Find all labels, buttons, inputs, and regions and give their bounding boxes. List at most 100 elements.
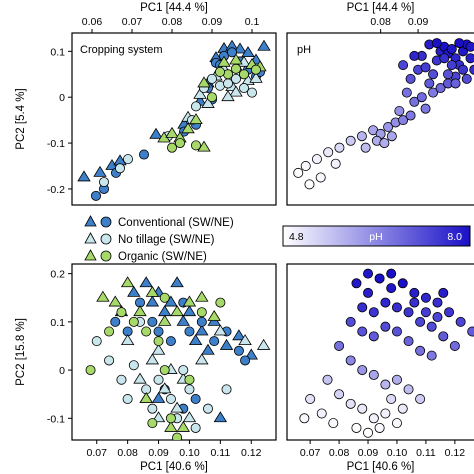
- ph-point: [356, 131, 367, 142]
- triangle-point: [145, 295, 160, 307]
- legend-circle-conventional: [100, 216, 112, 228]
- x-axis-label: PC1 [40.6 %]: [347, 461, 415, 473]
- x-tick-label: 0.06: [82, 16, 103, 28]
- circle-point: [166, 142, 177, 153]
- ph-point: [322, 374, 333, 385]
- circle-point: [128, 360, 139, 371]
- ph-point: [345, 135, 356, 146]
- ph-point: [420, 62, 431, 73]
- circle-point: [196, 316, 207, 327]
- panel-ph-bottom: 0.07 0.08 0.09 0.10 0.11 0.12 PC1 [40.6 %]: [286, 263, 474, 473]
- x-tick-label: 0.08: [162, 16, 183, 28]
- triangle-point: [158, 314, 172, 326]
- triangle-point: [164, 420, 178, 432]
- ph-point: [386, 268, 397, 279]
- colorbar-min-label: 4.8: [289, 231, 304, 243]
- triangle-point: [176, 420, 190, 432]
- ph-point: [409, 297, 420, 308]
- legend: Conventional (SW/NE) No tillage (SW/NE) …: [84, 215, 234, 263]
- panel-title: Cropping system: [80, 44, 163, 56]
- ph-point: [450, 78, 461, 89]
- ph-point: [431, 38, 442, 49]
- y-tick-label: 0.2: [50, 269, 65, 281]
- triangle-point: [201, 97, 215, 108]
- x-tick-label: 0.08: [117, 447, 138, 459]
- triangle-point: [201, 343, 215, 355]
- ph-point: [305, 394, 316, 405]
- ph-point: [391, 374, 402, 385]
- triangle-point: [189, 113, 203, 125]
- circle-point: [190, 422, 201, 433]
- ph-point: [405, 73, 416, 84]
- x-tick-label: 0.10: [387, 447, 408, 459]
- circle-point: [99, 177, 110, 188]
- ph-point: [428, 69, 439, 80]
- triangle-point: [238, 334, 252, 346]
- circle-point: [240, 355, 251, 366]
- triangle-point: [151, 391, 166, 403]
- ph-point: [432, 312, 443, 323]
- legend-entry: No tillage (SW/NE): [84, 232, 215, 246]
- triangle-point: [257, 39, 271, 51]
- circle-point: [153, 326, 164, 337]
- ph-point: [380, 321, 391, 332]
- ph-point: [374, 422, 385, 433]
- triangle-point: [127, 285, 141, 297]
- circle-point: [159, 365, 170, 376]
- ph-point: [394, 105, 405, 116]
- ph-colorbar: 4.8 pH 8.0: [282, 225, 471, 247]
- triangle-point: [219, 338, 234, 350]
- circle-point: [141, 326, 152, 337]
- x-axis-label: PC1 [44.4 %]: [140, 2, 208, 14]
- ph-point: [379, 138, 390, 149]
- ph-point: [323, 147, 334, 158]
- ph-point: [420, 292, 431, 303]
- ph-point: [357, 302, 368, 313]
- ph-point: [416, 92, 427, 103]
- ph-point: [368, 307, 379, 318]
- circle-point: [153, 374, 164, 385]
- colorbar-gradient: [282, 225, 471, 247]
- triangle-point: [195, 353, 209, 365]
- ph-point: [398, 115, 409, 126]
- triangle-point: [145, 353, 160, 365]
- ph-point: [454, 38, 465, 49]
- triangle-point: [139, 276, 153, 288]
- ph-point: [405, 110, 416, 121]
- data-points: [85, 276, 271, 440]
- legend-label-conventional: Conventional (SW/NE): [118, 217, 234, 229]
- ph-point: [467, 326, 474, 337]
- ph-point: [304, 179, 315, 190]
- ph-point: [424, 78, 435, 89]
- circle-point: [91, 336, 102, 347]
- triangle-point: [229, 85, 243, 97]
- ph-point: [443, 69, 454, 80]
- triangle-point: [120, 334, 135, 346]
- ph-point: [426, 321, 437, 332]
- circle-point: [123, 154, 134, 165]
- legend-label-organic: Organic (SW/NE): [118, 251, 207, 263]
- circle-point: [184, 374, 195, 385]
- triangle-point: [241, 46, 255, 58]
- ph-point: [391, 418, 402, 429]
- y-tick-label: -0.1: [47, 138, 65, 150]
- circle-point: [206, 92, 217, 103]
- circle-point: [202, 403, 213, 414]
- ph-point: [449, 340, 460, 351]
- x-axis-label: PC1 [44.4 %]: [347, 2, 415, 14]
- colorbar-title: pH: [369, 231, 382, 243]
- ph-point: [426, 350, 437, 361]
- plot-frame: [71, 263, 277, 441]
- ph-point: [420, 307, 431, 318]
- triangle-point: [133, 372, 147, 384]
- triangle-point: [197, 76, 211, 88]
- triangle-point: [145, 285, 160, 297]
- colorbar-max-label: 8.0: [447, 231, 462, 243]
- legend-entry: Organic (SW/NE): [84, 249, 207, 263]
- circle-point: [196, 307, 207, 318]
- data-points: [77, 39, 271, 201]
- circle-point: [209, 336, 220, 347]
- triangle-point: [256, 338, 271, 350]
- ph-point: [383, 122, 394, 133]
